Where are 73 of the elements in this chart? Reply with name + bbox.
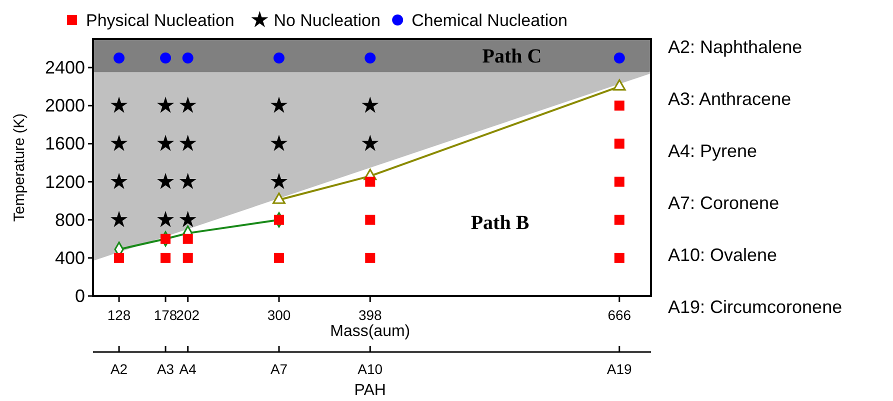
text: A2: Naphthalene <box>668 37 802 57</box>
point <box>110 96 128 113</box>
point <box>362 96 379 113</box>
point <box>365 214 376 225</box>
legend-label: Physical Nucleation <box>86 11 234 30</box>
legend-label: No Nucleation <box>274 11 380 30</box>
x-axis-title: Mass(aum) <box>330 323 410 340</box>
point <box>114 52 125 64</box>
point <box>274 52 284 64</box>
annotation: Path B <box>470 212 530 234</box>
text: A3 <box>156 361 174 377</box>
point <box>157 96 174 113</box>
x-tick-label: 398 <box>358 307 382 323</box>
text: A10: Ovalene <box>668 245 778 265</box>
y-tick-label: 0 <box>74 286 85 306</box>
x-tick-label: 128 <box>107 307 131 323</box>
point <box>182 52 194 64</box>
point <box>270 134 288 151</box>
x-tick-label: 666 <box>608 307 632 323</box>
y-tick-label: 2400 <box>44 58 85 78</box>
text: A4 <box>179 361 197 377</box>
point <box>157 172 174 190</box>
y-tick-label: 800 <box>54 210 85 230</box>
x2-axis-title: PAH <box>354 382 386 399</box>
point <box>182 234 193 244</box>
point <box>614 214 624 225</box>
point <box>114 252 124 263</box>
point <box>365 176 376 187</box>
point <box>157 210 174 228</box>
point <box>179 210 196 228</box>
x-tick-label: 202 <box>176 307 200 323</box>
point <box>614 52 625 64</box>
point <box>270 172 288 190</box>
point <box>364 52 376 64</box>
point <box>160 252 171 263</box>
point <box>179 96 196 113</box>
point <box>274 214 284 225</box>
point <box>179 172 196 190</box>
point <box>157 134 174 151</box>
point <box>614 100 624 111</box>
text: A3: Anthracene <box>668 89 792 109</box>
text: A7: Coronene <box>668 193 780 213</box>
legend-label: Chemical Nucleation <box>412 11 568 30</box>
text: A7 <box>270 361 288 377</box>
text: A19: Circumcoronene <box>668 297 842 317</box>
x-tick-label: 178 <box>154 307 178 323</box>
point <box>270 96 288 113</box>
point <box>160 234 171 244</box>
band-label: Path C <box>482 46 542 68</box>
y-tick-label: 1600 <box>44 134 85 154</box>
y-tick-label: 400 <box>54 248 85 268</box>
point <box>110 172 128 190</box>
y-tick-label: 2000 <box>44 96 85 116</box>
point <box>614 138 624 149</box>
point <box>182 252 193 263</box>
y-axis-title: Temperature (K) <box>11 113 28 222</box>
point <box>365 252 376 263</box>
point <box>612 79 626 91</box>
point <box>614 176 624 187</box>
point <box>274 252 284 263</box>
point <box>160 52 172 64</box>
x-tick-label: 300 <box>267 307 291 323</box>
text: A4: Pyrene <box>668 141 758 161</box>
point <box>362 134 379 151</box>
point <box>110 134 128 151</box>
text: A10 <box>358 361 383 377</box>
y-tick-label: 1200 <box>44 172 85 192</box>
point <box>179 134 196 151</box>
text: A19 <box>606 361 632 377</box>
point <box>272 192 286 204</box>
point <box>110 210 128 228</box>
point <box>614 252 624 263</box>
text: A2 <box>110 361 128 377</box>
